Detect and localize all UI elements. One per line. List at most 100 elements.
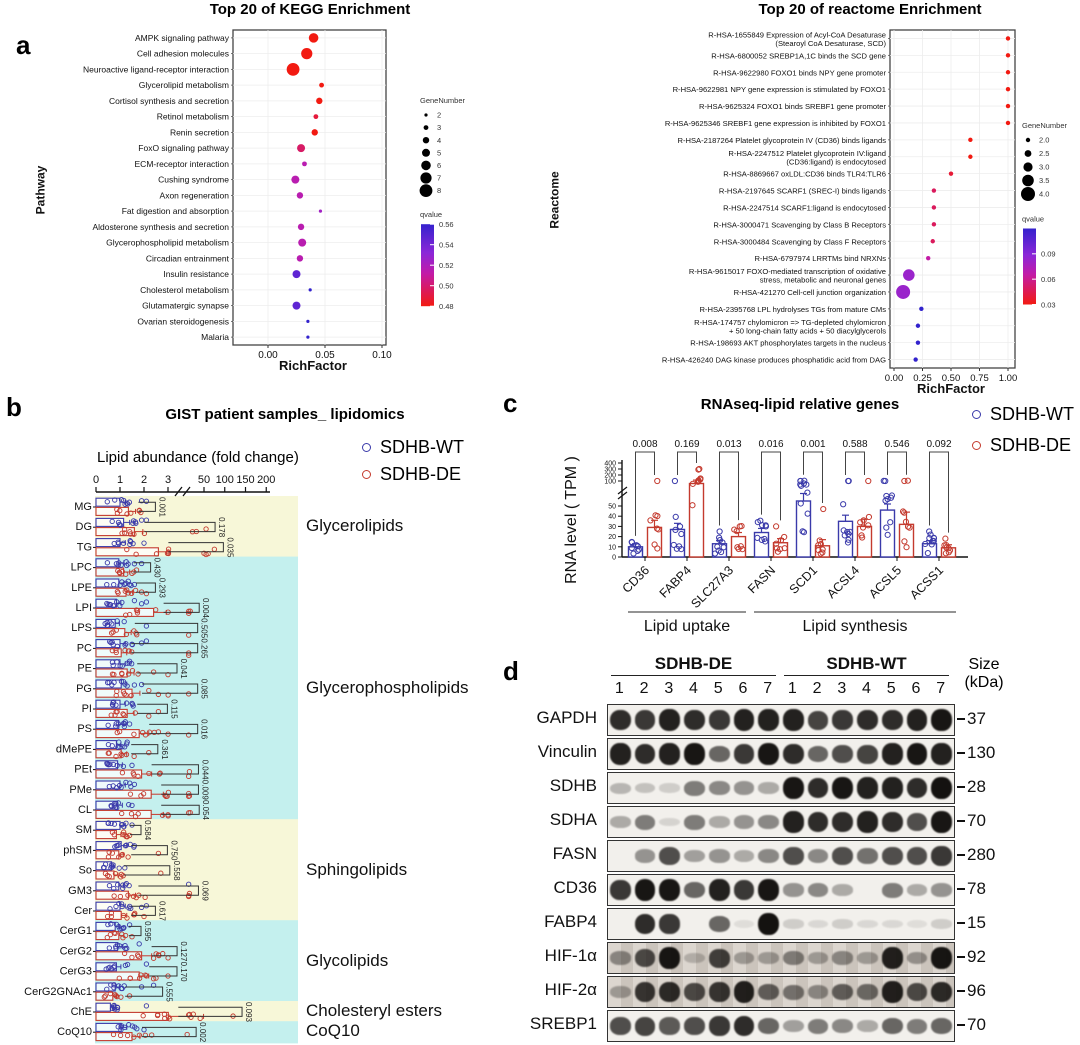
sample-point [717, 548, 725, 556]
kegg-dot [319, 82, 324, 88]
lipid-label: CerG3 [60, 966, 92, 978]
legend-item-wt: SDHB-WT [972, 404, 1074, 425]
sample-point [131, 561, 138, 567]
sample-point [104, 499, 110, 505]
reactome-dot [896, 284, 911, 299]
lane-number: 7 [763, 680, 773, 697]
sample-point [110, 662, 116, 669]
c-y-tick: 40 [608, 514, 616, 521]
legend-wt-label: SDHB-WT [990, 404, 1074, 424]
protein-band [634, 743, 656, 765]
sample-point [131, 581, 138, 588]
p-value: 0.617 [157, 901, 166, 922]
reactome-xlabel: RichFactor [917, 381, 985, 396]
protein-band [906, 812, 928, 832]
protein-band [610, 880, 631, 900]
group-header-wt: SDHB-WT [826, 654, 907, 673]
sample-point [924, 550, 931, 557]
de-bar [95, 506, 129, 516]
sample-point [107, 964, 113, 970]
protein-band [659, 783, 681, 793]
protein-band [634, 849, 656, 863]
category-label: Sphingolipids [306, 859, 408, 879]
blot-strip [607, 704, 955, 736]
legend-size-label: 2 [437, 111, 441, 120]
sample-point [129, 954, 135, 960]
blot-strip [607, 806, 955, 838]
p-value: 0.004 [201, 598, 210, 619]
p-value: 0.115 [169, 699, 178, 719]
sample-point [111, 930, 117, 936]
protein-band [610, 1016, 631, 1036]
protein-band [783, 1019, 804, 1033]
sample-point [114, 588, 121, 595]
sample-point [716, 536, 724, 544]
sample-point [126, 802, 132, 808]
sample-point [155, 729, 162, 735]
sample-point [731, 526, 738, 533]
wt-bar [753, 531, 770, 558]
sample-point [126, 922, 133, 928]
sample-point [155, 691, 162, 698]
protein-band [881, 919, 903, 929]
sample-point [902, 518, 910, 525]
b-x-tick: 1 [117, 474, 123, 486]
sample-point [138, 904, 145, 911]
protein-band [931, 810, 952, 834]
protein-band [881, 882, 903, 898]
reactome-dot [926, 255, 931, 261]
sample-point [138, 601, 145, 607]
protein-band [758, 983, 779, 1001]
gene-label: SLC27A3 [688, 563, 736, 611]
protein-band [857, 952, 878, 964]
sample-point [136, 975, 143, 981]
sample-point [127, 531, 134, 537]
sample-point [697, 476, 704, 483]
wt-bar [879, 509, 896, 558]
sample-point [121, 618, 127, 625]
sample-point [146, 749, 152, 756]
sample-point [840, 501, 847, 508]
protein-band [758, 952, 779, 964]
sample-point [903, 544, 910, 551]
sample-point [120, 912, 127, 919]
kegg-dot [316, 97, 323, 105]
sample-point [816, 537, 823, 544]
row-label: R-HSA-9615017 FOXO-mediated transcriptio… [689, 267, 886, 285]
sample-point [125, 648, 132, 654]
sample-point [108, 913, 115, 920]
wt-marker-icon [362, 443, 371, 452]
sample-point [143, 498, 150, 504]
sample-point [655, 526, 662, 533]
row-label: Retinol metabolism [157, 112, 229, 122]
sample-point [128, 510, 134, 516]
sample-point [127, 975, 133, 982]
lane-number: 1 [787, 680, 797, 697]
p-bracket [133, 562, 152, 573]
sample-point [887, 519, 894, 526]
row-label: R-HSA-3000471 Scavenging by Class B Rece… [713, 220, 886, 229]
p-bracket [131, 643, 199, 654]
p-bracket [149, 723, 199, 735]
protein-band [733, 880, 755, 900]
sample-point [102, 861, 109, 867]
sample-point [113, 647, 119, 653]
p-value: 0.008 [632, 439, 657, 450]
c-y-tick: 200 [604, 473, 616, 480]
reactome-dot [919, 306, 924, 312]
sample-point [883, 524, 890, 531]
p-value: 0.044 [200, 760, 209, 781]
row-label: R-HSA-2197645 SCARF1 (SREC-I) binds liga… [719, 187, 886, 196]
protein-band [807, 777, 829, 799]
sample-point [817, 541, 824, 548]
sample-point [773, 523, 780, 530]
de-bar [95, 587, 127, 597]
protein-band [857, 744, 878, 764]
b-x-tick: 0 [93, 474, 99, 486]
sample-point [108, 712, 114, 718]
sample-point [165, 671, 171, 678]
lipid-label: PC [77, 642, 92, 654]
sample-point [108, 862, 115, 868]
sample-point [130, 518, 137, 524]
protein-band [857, 919, 878, 929]
